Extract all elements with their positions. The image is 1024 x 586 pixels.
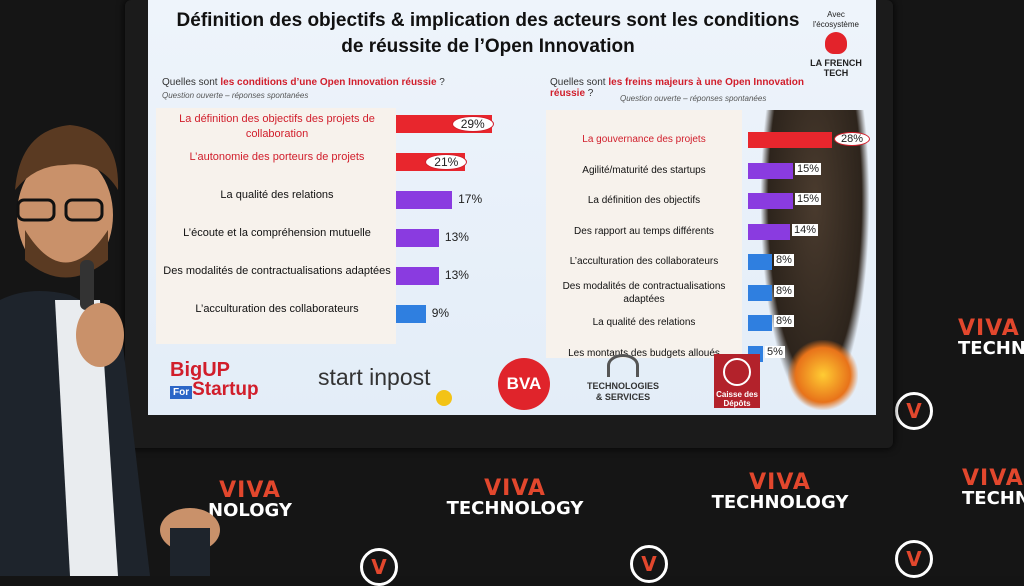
left-labels-panel xyxy=(156,108,396,344)
ca-icon xyxy=(607,354,639,377)
right-percent-label: 8% xyxy=(774,315,794,327)
right-percent-label: 28% xyxy=(834,132,871,146)
right-question-subtitle: Question ouverte – réponses spontanées xyxy=(620,94,767,103)
right-bar xyxy=(748,193,793,209)
credit-agricole-logo: TECHNOLOGIES & SERVICES xyxy=(578,354,668,403)
right-bar xyxy=(748,315,772,331)
right-item-label: Agilité/maturité des startups xyxy=(582,164,706,176)
left-item-label: L’autonomie des porteurs de projets xyxy=(189,151,365,163)
left-question: Quelles sont les conditions d’une Open I… xyxy=(162,77,445,88)
right-item-label: La qualité des relations xyxy=(592,317,696,328)
right-bar xyxy=(748,284,772,301)
right-percent-label: 5% xyxy=(765,345,785,358)
left-bar xyxy=(396,229,439,247)
viva-technology-logo: VIVA TECHNOLOGY xyxy=(446,476,584,519)
right-bar xyxy=(748,254,772,270)
viva-technology-logo: VIVA TECHNOLOGY xyxy=(711,470,849,513)
viva-technology-logo: VIVA TECHNO xyxy=(962,468,1024,508)
right-labels-panel xyxy=(546,110,742,358)
cdc-emblem-icon xyxy=(723,358,751,386)
left-item-label: Des modalités de contractualisations ada… xyxy=(163,265,391,277)
left-item-label: L’acculturation des collaborateurs xyxy=(195,303,359,315)
right-item-label: La gouvernance des projets xyxy=(582,134,706,145)
right-question: Quelles sont les freins majeurs à une Op… xyxy=(550,77,804,99)
left-bar xyxy=(396,305,426,323)
viva-v-icon: V xyxy=(630,545,668,583)
right-percent-label: 8% xyxy=(774,254,794,266)
bva-logo: BVA xyxy=(498,358,550,410)
right-item-label: Des modalités de contractualisations ada… xyxy=(562,280,726,305)
rocket-flame xyxy=(788,340,858,410)
left-percent-label: 29% xyxy=(451,116,494,132)
right-bar xyxy=(748,132,832,148)
right-item-label: L’acculturation des collaborateurs xyxy=(569,256,719,267)
left-question-subtitle: Question ouverte – réponses spontanées xyxy=(162,91,309,100)
left-percent-label: 13% xyxy=(444,268,469,282)
viva-v-icon: V xyxy=(360,548,398,586)
presenter-hand xyxy=(160,508,220,576)
right-percent-label: 15% xyxy=(795,193,822,205)
rooster-icon xyxy=(825,32,847,54)
bigup-startup-logo: BigUP For Startup xyxy=(170,359,259,400)
right-bar xyxy=(748,223,790,240)
viva-technology-logo: VIVA NOLOGY xyxy=(208,478,292,521)
right-item-label: Des rapport au temps différents xyxy=(574,225,714,237)
viva-v-icon: V xyxy=(895,392,933,430)
laposte-icon xyxy=(436,390,452,406)
caisse-des-depots-logo: Caisse des Dépôts xyxy=(714,354,760,408)
right-bar xyxy=(748,162,793,179)
slide-title: Définition des objectifs & implication d… xyxy=(176,10,800,57)
right-item-label: La définition des objectifs xyxy=(587,195,701,206)
left-item-label: La définition des objectifs des projets … xyxy=(179,113,375,140)
left-bar xyxy=(396,191,453,209)
left-percent-label: 9% xyxy=(431,306,450,320)
presentation-slide: Définition des objectifs & implication d… xyxy=(148,0,876,415)
partner-logos: BigUP For Startup start inpost BVA TECHNO… xyxy=(148,350,876,415)
right-percent-label: 14% xyxy=(792,223,819,236)
startinpost-logo: start inpost xyxy=(318,364,431,390)
presenter-person xyxy=(0,125,175,576)
left-percent-label: 17% xyxy=(458,192,483,206)
left-percent-label: 13% xyxy=(444,230,469,244)
left-item-label: La qualité des relations xyxy=(220,189,334,201)
viva-v-icon: V xyxy=(895,540,933,578)
viva-technology-logo: VIVA TECHNO xyxy=(958,318,1024,358)
right-percent-label: 8% xyxy=(774,284,794,297)
french-tech-logo: Avec l'écosystème LA FRENCH TECH xyxy=(810,10,862,78)
left-item-label: L’écoute et la compréhension mutuelle xyxy=(183,227,371,239)
right-item-label: Les montants des budgets alloués xyxy=(568,347,720,359)
left-percent-label: 21% xyxy=(425,154,468,170)
right-percent-label: 15% xyxy=(795,162,822,175)
left-bar xyxy=(396,267,439,285)
